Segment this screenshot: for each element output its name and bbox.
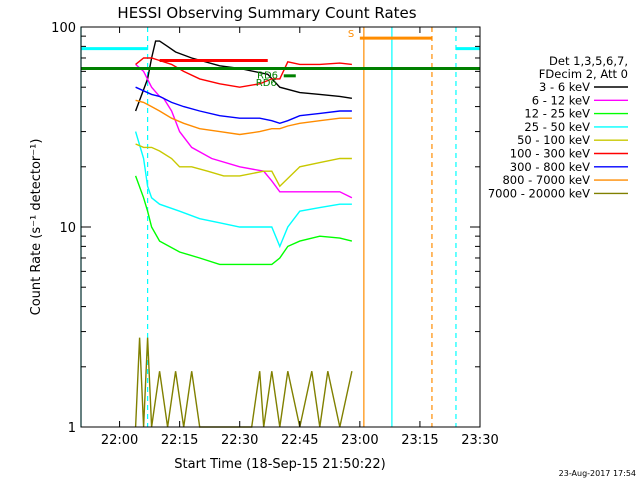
series-line-3 (134, 131, 352, 249)
series-line-7 (135, 99, 352, 136)
y-tick-label-2: 100 (51, 21, 76, 36)
legend-label-6: 300 - 800 keV (510, 160, 590, 174)
x-tick-label-6: 23:30 (461, 433, 498, 448)
legend-label-5: 100 - 300 keV (510, 147, 590, 161)
flag-label-3: S (348, 29, 354, 40)
series-line-1 (135, 63, 353, 199)
y-tick-label-0: 1 (68, 421, 76, 436)
x-tick-label-0: 22:00 (101, 433, 138, 448)
chart-title: HESSI Observing Summary Count Rates (117, 4, 416, 22)
legend-label-4: 50 - 100 keV (517, 133, 590, 147)
series-line-2 (134, 175, 353, 266)
timestamp-footer: 23-Aug-2017 17:54 (559, 469, 636, 478)
series-line-5 (135, 57, 352, 88)
legend-label-1: 6 - 12 keV (532, 93, 590, 107)
legend-header-line-2: FDecim 2, Att 0 (539, 67, 628, 81)
legend-label-0: 3 - 6 keV (539, 80, 590, 94)
flag-label-4: RD6 (257, 71, 278, 82)
legend-label-3: 25 - 50 keV (524, 120, 590, 134)
x-axis-label: Start Time (18-Sep-15 21:50:22) (174, 457, 385, 472)
axes: 22:00 22:15 22:30 22:45 23:00 23:15 23:30 1 10 10… (51, 21, 499, 448)
legend-label-2: 12 - 25 keV (524, 107, 590, 121)
legend-label-8: 7000 - 20000 keV (488, 186, 590, 200)
flag-label-5: RD6 (256, 78, 277, 89)
y-tick-label-1: 10 (59, 221, 76, 236)
x-tick-label-5: 23:15 (401, 433, 438, 448)
y-axis-label: Count Rate (s⁻¹ detector⁻¹) (29, 139, 44, 316)
series-line-6 (135, 86, 352, 125)
x-tick-label-1: 22:15 (161, 433, 198, 448)
x-tick-label-4: 23:00 (341, 433, 378, 448)
legend-header-line-1: Det 1,3,5,6,7, (549, 54, 628, 68)
x-tick-label-2: 22:30 (221, 433, 258, 448)
series-line-4 (135, 143, 352, 188)
x-tick-label-3: 22:45 (281, 433, 318, 448)
legend-label-7: 800 - 7000 keV (502, 173, 590, 187)
